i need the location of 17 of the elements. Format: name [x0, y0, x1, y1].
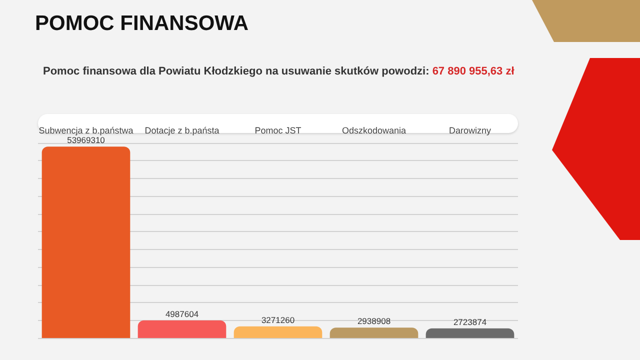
x-tick-label: Darowizny	[448, 126, 492, 136]
x-tick-label: Odszkodowania	[342, 126, 406, 136]
bar	[138, 320, 226, 338]
bar	[330, 328, 418, 338]
x-tick-label: Pomoc JST	[254, 126, 302, 136]
x-tick-label: Dotacje z b.państa	[144, 126, 220, 136]
x-tick-label: Subwencja z b.państwa	[38, 126, 134, 136]
chart-subtitle: Pomoc finansowa dla Powiatu Kłodzkiego na usuwanie skutków powodzi: 67 890 955,63 zł	[43, 66, 514, 78]
bar	[42, 146, 130, 338]
data-label: 2723874	[453, 316, 487, 327]
data-label: 3271260	[261, 314, 295, 325]
chart-title: POMOC FINANSOWA	[35, 12, 248, 35]
data-label: 53969310	[67, 135, 106, 146]
data-label: 2938908	[357, 316, 391, 326]
bar	[234, 326, 322, 338]
data-label: 4987604	[165, 308, 199, 319]
bar	[426, 328, 514, 338]
